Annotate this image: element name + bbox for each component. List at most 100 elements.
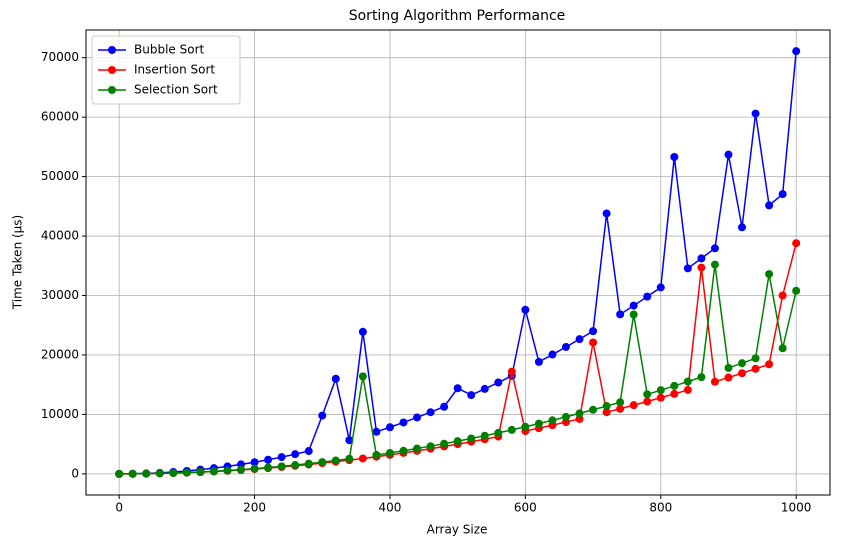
- x-tick-label: 0: [115, 501, 123, 515]
- marker: [291, 450, 300, 459]
- marker: [115, 469, 124, 478]
- marker: [237, 465, 246, 474]
- marker: [318, 458, 327, 467]
- marker: [765, 270, 774, 279]
- marker: [778, 291, 787, 300]
- marker: [467, 391, 476, 400]
- marker: [656, 393, 665, 402]
- legend-label: Bubble Sort: [134, 43, 204, 57]
- marker: [738, 223, 747, 232]
- marker: [399, 418, 408, 427]
- marker: [683, 385, 692, 394]
- y-tick-label: 70000: [41, 50, 79, 64]
- y-tick-label: 40000: [41, 229, 79, 243]
- marker: [264, 463, 273, 472]
- marker: [548, 350, 557, 359]
- marker: [616, 398, 625, 407]
- x-tick-label: 800: [649, 501, 672, 515]
- marker: [358, 327, 367, 336]
- marker: [534, 419, 543, 428]
- marker: [656, 386, 665, 395]
- marker: [304, 447, 313, 456]
- marker: [738, 359, 747, 368]
- series: [115, 260, 801, 478]
- marker: [765, 360, 774, 369]
- marker: [683, 377, 692, 386]
- marker: [738, 369, 747, 378]
- marker: [724, 363, 733, 372]
- y-tick-label: 10000: [41, 407, 79, 421]
- line: [119, 51, 797, 475]
- marker: [602, 402, 611, 411]
- x-tick-label: 200: [243, 501, 266, 515]
- marker: [778, 344, 787, 353]
- marker: [643, 397, 652, 406]
- marker: [142, 469, 151, 478]
- marker: [778, 190, 787, 199]
- legend-marker: [108, 46, 116, 54]
- marker: [792, 239, 801, 248]
- marker: [250, 464, 259, 473]
- marker: [683, 264, 692, 273]
- y-tick-label: 60000: [41, 110, 79, 124]
- marker: [697, 263, 706, 272]
- legend-label: Selection Sort: [134, 83, 218, 97]
- marker: [602, 408, 611, 417]
- marker: [223, 466, 232, 475]
- marker: [616, 310, 625, 319]
- marker: [507, 425, 516, 434]
- marker: [494, 378, 503, 387]
- marker: [670, 381, 679, 390]
- marker: [426, 408, 435, 417]
- marker: [710, 377, 719, 386]
- marker: [453, 437, 462, 446]
- marker: [358, 454, 367, 463]
- legend-label: Insertion Sort: [134, 63, 215, 77]
- y-tick-label: 30000: [41, 288, 79, 302]
- marker: [643, 390, 652, 399]
- marker: [453, 384, 462, 393]
- legend-box: [91, 35, 241, 105]
- marker: [358, 372, 367, 381]
- marker: [304, 459, 313, 468]
- marker: [575, 409, 584, 418]
- marker: [413, 444, 422, 453]
- marker: [277, 462, 286, 471]
- marker: [440, 402, 449, 411]
- marker: [697, 373, 706, 382]
- marker: [155, 469, 164, 478]
- marker: [629, 401, 638, 410]
- marker: [291, 461, 300, 470]
- y-tick-label: 50000: [41, 169, 79, 183]
- marker: [724, 373, 733, 382]
- marker: [277, 453, 286, 462]
- marker: [331, 456, 340, 465]
- marker: [250, 458, 259, 467]
- marker: [575, 335, 584, 344]
- y-tick-label: 0: [71, 466, 79, 480]
- y-axis-label: Time Taken (µs): [11, 215, 25, 310]
- marker: [345, 454, 354, 463]
- marker: [751, 354, 760, 363]
- marker: [589, 338, 598, 347]
- chart-title: Sorting Algorithm Performance: [349, 8, 566, 24]
- marker: [765, 201, 774, 210]
- marker: [697, 254, 706, 263]
- marker: [629, 310, 638, 319]
- x-tick-label: 400: [379, 501, 402, 515]
- marker: [751, 364, 760, 373]
- x-axis-label: Array Size: [427, 523, 488, 537]
- y-tick-label: 20000: [41, 347, 79, 361]
- marker: [643, 292, 652, 301]
- marker: [792, 286, 801, 295]
- marker: [602, 209, 611, 218]
- marker: [534, 357, 543, 366]
- marker: [670, 389, 679, 398]
- marker: [264, 455, 273, 464]
- marker: [561, 342, 570, 351]
- marker: [372, 427, 381, 436]
- marker: [209, 467, 218, 476]
- marker: [751, 109, 760, 118]
- marker: [480, 431, 489, 440]
- marker: [629, 301, 638, 310]
